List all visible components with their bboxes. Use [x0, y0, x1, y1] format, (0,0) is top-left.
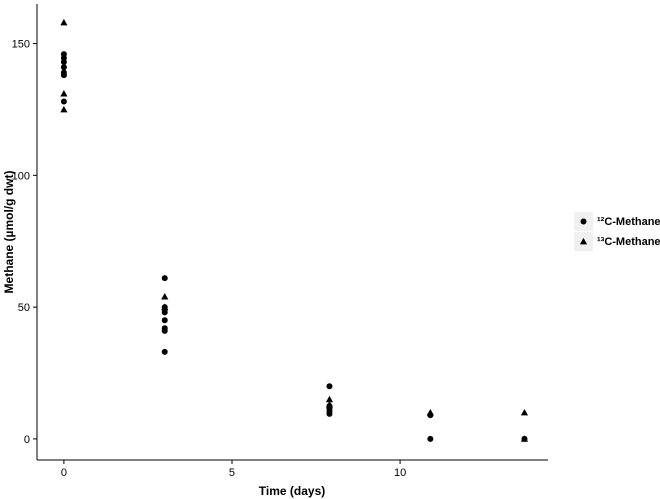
- data-points: [60, 18, 529, 442]
- c13-methane-point: [60, 90, 68, 97]
- c13-methane-point: [325, 395, 334, 403]
- c12-methane-point: [60, 58, 67, 65]
- c13-methane-point: [426, 408, 434, 416]
- x-tick-label: 0: [61, 467, 67, 479]
- legend-triangle-icon: [579, 237, 588, 245]
- x-axis-title: Time (days): [259, 484, 325, 498]
- legend-circle-icon: [580, 218, 587, 225]
- y-tick-label: 0: [24, 434, 30, 446]
- y-tick-label: 100: [12, 170, 30, 182]
- c13-methane-point: [161, 303, 169, 311]
- c12-methane-point: [161, 348, 168, 355]
- c13-methane-point: [60, 18, 68, 26]
- c12-methane-point: [161, 309, 168, 316]
- c13-methane-point: [520, 435, 529, 442]
- c12-methane-point: [326, 410, 333, 417]
- c12-methane-point: [161, 327, 168, 334]
- c12-methane-point: [60, 98, 67, 105]
- x-ticks: 0 5 10: [61, 460, 406, 479]
- y-tick-label: 150: [12, 39, 30, 51]
- legend-label: ¹³C-Methane: [597, 236, 660, 248]
- legend: ¹²C-Methane ¹³C-Methane: [574, 212, 660, 251]
- c12-methane-point: [161, 275, 168, 282]
- y-tick-label: 50: [18, 302, 30, 314]
- x-tick-label: 10: [394, 467, 406, 479]
- y-ticks: 0 50 100 150: [12, 39, 37, 446]
- c12-methane-point: [60, 72, 67, 79]
- c13-methane-point: [161, 292, 169, 300]
- c13-methane-point: [325, 401, 334, 408]
- c12-methane-point: [60, 64, 67, 71]
- y-axis-title: Methane (µmol/g dwt): [2, 171, 16, 294]
- c12-methane-point: [326, 383, 333, 390]
- c13-methane-point: [60, 105, 68, 113]
- legend-label: ¹²C-Methane: [597, 216, 660, 228]
- axes: [36, 4, 548, 461]
- c12-methane-point: [427, 435, 434, 442]
- x-tick-label: 5: [229, 467, 235, 479]
- c12-methane-point: [161, 317, 168, 324]
- c13-methane-point: [520, 408, 529, 416]
